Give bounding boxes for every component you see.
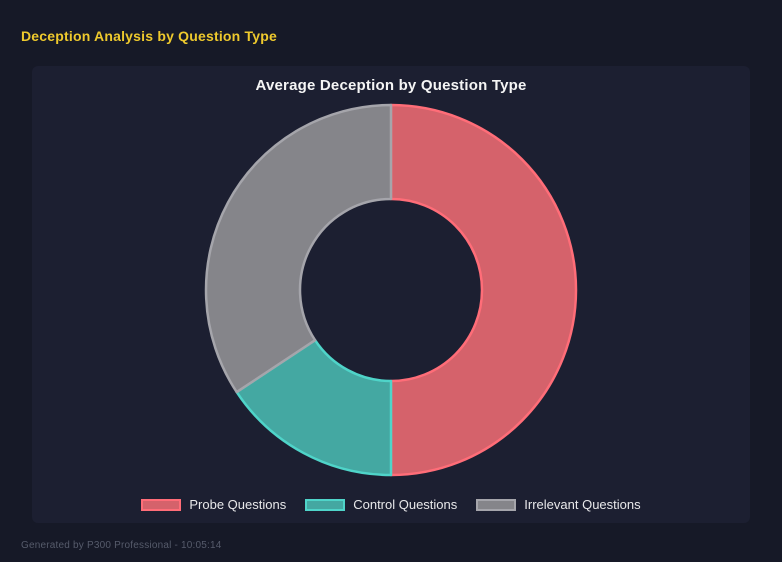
page-title: Deception Analysis by Question Type <box>21 28 277 44</box>
legend-label: Control Questions <box>353 497 458 512</box>
donut-segment-irrelevant-questions[interactable] <box>204 103 393 394</box>
legend-label: Probe Questions <box>189 497 287 512</box>
donut-segment-control-questions[interactable] <box>235 338 393 477</box>
legend-label: Irrelevant Questions <box>524 497 641 512</box>
donut-segment-probe-questions[interactable] <box>389 103 578 477</box>
chart-title: Average Deception by Question Type <box>255 77 527 94</box>
footer-text: Generated by P300 Professional - 10:05:1… <box>21 540 222 551</box>
donut-chart <box>204 103 578 477</box>
legend-swatch <box>476 498 517 511</box>
legend-item-probe-questions[interactable]: Probe Questions <box>141 497 286 512</box>
legend-swatch <box>305 498 346 511</box>
chart-panel: Average Deception by Question Type Probe… <box>32 66 750 523</box>
chart-legend: Probe Questions Control Questions Irreleva… <box>32 497 750 512</box>
legend-item-control-questions[interactable]: Control Questions <box>305 497 457 512</box>
legend-swatch <box>141 498 182 511</box>
legend-item-irrelevant-questions[interactable]: Irrelevant Questions <box>476 497 641 512</box>
